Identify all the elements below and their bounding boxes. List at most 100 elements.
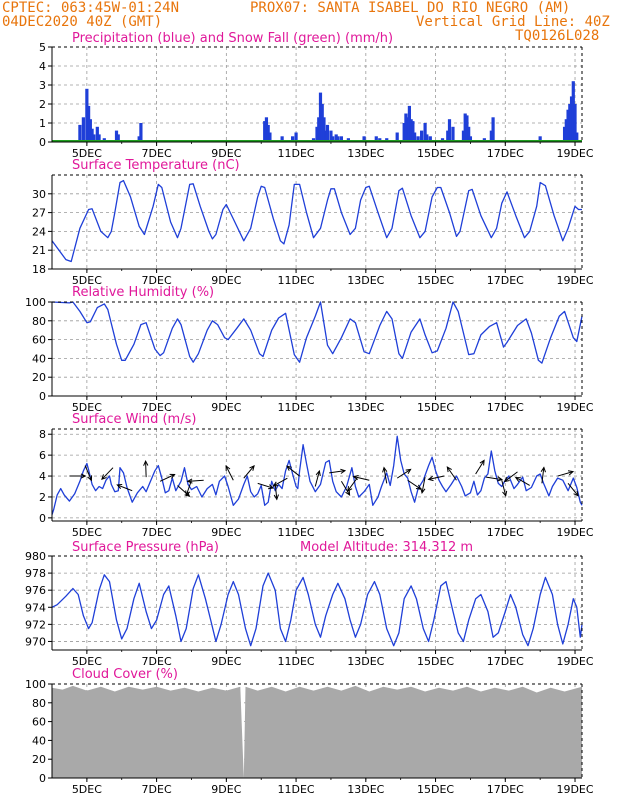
wind-arrow-shaft [504,471,518,482]
precip-bar [317,117,321,142]
wind-arrow [225,464,234,481]
wind-arrow-head [80,473,87,479]
precip-bar [409,119,413,142]
x-tick-label: 9DEC [211,274,241,287]
precip-bar [402,123,406,142]
precip-bar [416,136,420,142]
precip-bar [568,104,572,142]
x-tick-label: 17DEC [487,274,524,287]
x-tick-label: 7DEC [142,526,172,539]
precip-bar [264,117,269,142]
wind-arrow-head [116,484,123,489]
wind-arrow-head [87,475,93,482]
precip-bar [407,105,412,142]
x-tick-label: 17DEC [487,783,524,796]
precip-bar [413,132,417,142]
wind-arrow [420,476,426,494]
wind-arrow [69,473,87,479]
wind-arrow-shaft [187,479,204,482]
precip-bar [266,124,270,142]
wind-arrow-head [169,473,176,479]
x-tick-label: 17DEC [487,655,524,668]
precip-bar [573,104,577,142]
wind-arrow-head [382,466,388,473]
y-tick-label: 974 [25,601,46,614]
wind-arrow-shaft [501,480,507,496]
y-tick-label: 2 [39,491,46,504]
panel-cloud: 0 20 40 60 80 100 5DEC 7DEC 9DEC 11DEC 13DEC 15DEC 1… [25,667,594,796]
x-tick-label: 5DEC [72,147,102,160]
header-date: 04DEC2020 40Z (GMT) [2,14,163,30]
wind-arrow-shaft [541,467,545,484]
wind-line [51,435,583,515]
y-tick-label: 0 [39,772,46,785]
panel-pressure: 970 972 974 976 978 980 5DEC 7DEC 9DEC 11DEC 13DEC… [25,540,594,668]
wind-arrow [396,468,412,479]
precip-bar [467,126,471,142]
y-tick-label: 6 [39,449,46,462]
wind-arrow-head [143,459,149,466]
y-tick-label: 3 [39,79,46,92]
precip-bar [268,132,272,142]
cloud-area [52,685,582,778]
wind-arrow-head [315,469,321,477]
y-tick-label: 18 [32,263,46,276]
y-tick-label: 24 [32,225,46,238]
x-tick-label: 5DEC [72,526,102,539]
precip-bar [139,123,143,142]
precip-bar [374,136,378,142]
wind-arrow-head [272,481,279,487]
precip-bar [575,132,579,142]
precip-bar [406,117,410,142]
y-tick-label: 0 [39,512,46,525]
x-tick-label: 7DEC [142,401,172,414]
precip-bar [315,126,319,142]
wind-arrow-shaft [428,475,445,480]
wind-arrow-head [249,465,255,471]
wind-arrow-head [405,468,412,474]
precip-bar [465,115,469,142]
x-tick-label: 9DEC [211,147,241,160]
wind-arrow [186,478,204,484]
wind-arrow [243,465,255,479]
wind-arrow-head [273,494,279,501]
wind-arrow-head [427,475,434,482]
precip-bar [362,136,366,142]
precip-bar [395,132,399,142]
wind-arrow-head [286,465,292,471]
wind-arrow [514,476,530,486]
wind-arrow-head [503,476,510,483]
x-tick-label: 15DEC [417,274,454,287]
x-tick-label: 11DEC [278,147,315,160]
precip-bar [447,119,452,142]
wind-arrow [159,473,176,482]
precip-bar [331,136,335,142]
precip-bar [564,119,568,142]
wind-arrow [340,481,351,497]
wind-arrow-shaft [257,482,274,489]
wind-arrow-head [540,466,546,473]
x-tick-label: 17DEC [487,526,524,539]
precip-bar [280,136,284,142]
wind-arrow-head [101,474,107,481]
wind-arrow-shaft [286,465,300,477]
x-tick-label: 17DEC [487,401,524,414]
x-tick-label: 15DEC [417,526,454,539]
header-grid-info: Vertical Grid Line: 40Z [416,14,610,30]
wind-arrow-head [345,489,351,497]
wind-arrow-shaft [347,477,358,492]
wind-arrow [314,469,321,487]
wind-arrow [475,459,485,475]
x-tick-label: 11DEC [278,783,315,796]
precip-bar [114,130,119,142]
temp-title: Surface Temperature (nC) [72,158,240,173]
wind-arrow-shaft [117,484,133,492]
wind-arrow-shaft [396,469,411,479]
pressure-subtitle: Model Altitude: 314.312 m [300,540,473,555]
x-tick-label: 5DEC [72,274,102,287]
y-tick-label: 972 [25,618,46,631]
precip-bar [336,136,340,142]
pressure-line [51,572,583,647]
wind-arrow-shaft [84,465,92,481]
x-tick-label: 19DEC [556,274,593,287]
